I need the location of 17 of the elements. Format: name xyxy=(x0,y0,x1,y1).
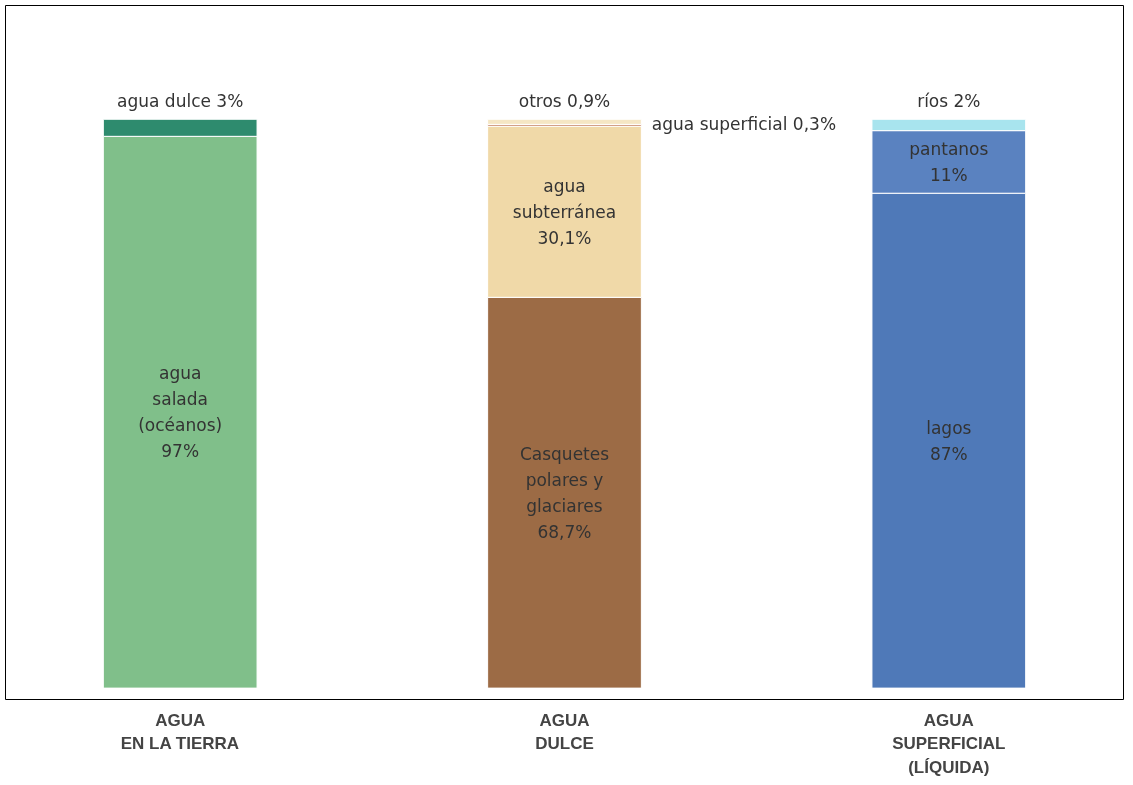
series-label: agua salada (océanos) xyxy=(138,363,223,436)
x-tick-label: AGUA EN LA TIERRA xyxy=(120,710,240,754)
data-label: 68,7% xyxy=(537,521,592,542)
series-label: pantanos xyxy=(909,138,989,159)
data-label: 87% xyxy=(929,443,968,464)
text: agua superficial 0,3% xyxy=(651,114,837,135)
series-label: Casquetes polares y glaciares xyxy=(519,443,610,516)
data-label: 30,1% xyxy=(537,227,592,248)
series-label: agua subterránea xyxy=(512,175,617,222)
data-label: 97% xyxy=(161,441,200,462)
text: otros 0,9% xyxy=(518,90,611,111)
x-tick-label: AGUA SUPERFICIAL (LÍQUIDA) xyxy=(892,710,1006,777)
text: agua dulce 3% xyxy=(117,90,244,111)
series-label: lagos xyxy=(926,417,972,438)
text: ríos 2% xyxy=(917,90,981,111)
data-label: 11% xyxy=(929,164,968,185)
x-tick-label: AGUA DULCE xyxy=(535,710,594,754)
